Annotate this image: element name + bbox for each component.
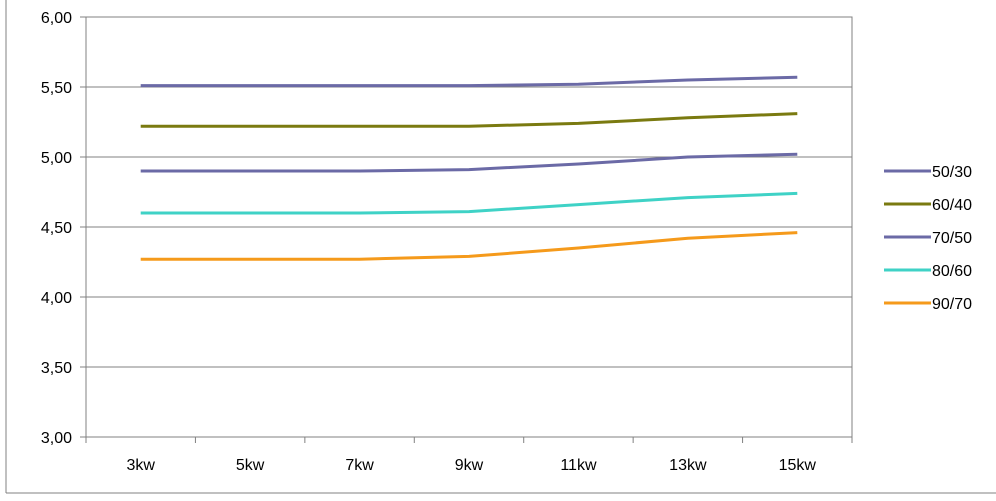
x-tick-label: 15kw: [779, 457, 817, 474]
series-lines: [140, 75, 798, 261]
legend-label: 70/50: [932, 230, 972, 247]
y-axis: 3,00 3,50 4,00 4,50 5,00 5,50 6,00: [41, 10, 86, 447]
legend-label: 60/40: [932, 197, 972, 214]
legend: 50/30 60/40 70/50 80/60 90/70: [884, 164, 972, 313]
y-tick-label: 6,00: [41, 10, 72, 27]
x-tick-label: 5kw: [236, 457, 265, 474]
legend-label: 80/60: [932, 263, 972, 280]
y-tick-label: 4,50: [41, 220, 72, 237]
y-tick-label: 4,00: [41, 290, 72, 307]
x-tick-label: 7kw: [345, 457, 374, 474]
y-tick-label: 3,50: [41, 360, 72, 377]
series-line-50-30: [140, 75, 798, 88]
x-axis: 3kw 5kw 7kw 9kw 11kw 13kw 15kw: [85, 437, 853, 474]
y-tick-label: 5,00: [41, 150, 72, 167]
x-tick-label: 13kw: [669, 457, 707, 474]
x-tick-label: 3kw: [126, 457, 155, 474]
legend-label: 90/70: [932, 296, 972, 313]
y-tick-label: 5,50: [41, 80, 72, 97]
series-line-80-60: [140, 191, 798, 215]
legend-label: 50/30: [932, 164, 972, 181]
x-tick-label: 9kw: [455, 457, 484, 474]
x-tick-label: 11kw: [560, 457, 597, 474]
gridlines: [86, 86, 852, 368]
series-line-90-70: [140, 231, 798, 261]
series-line-60-40: [140, 112, 798, 128]
y-tick-label: 3,00: [41, 430, 72, 447]
series-line-70-50: [140, 152, 798, 173]
